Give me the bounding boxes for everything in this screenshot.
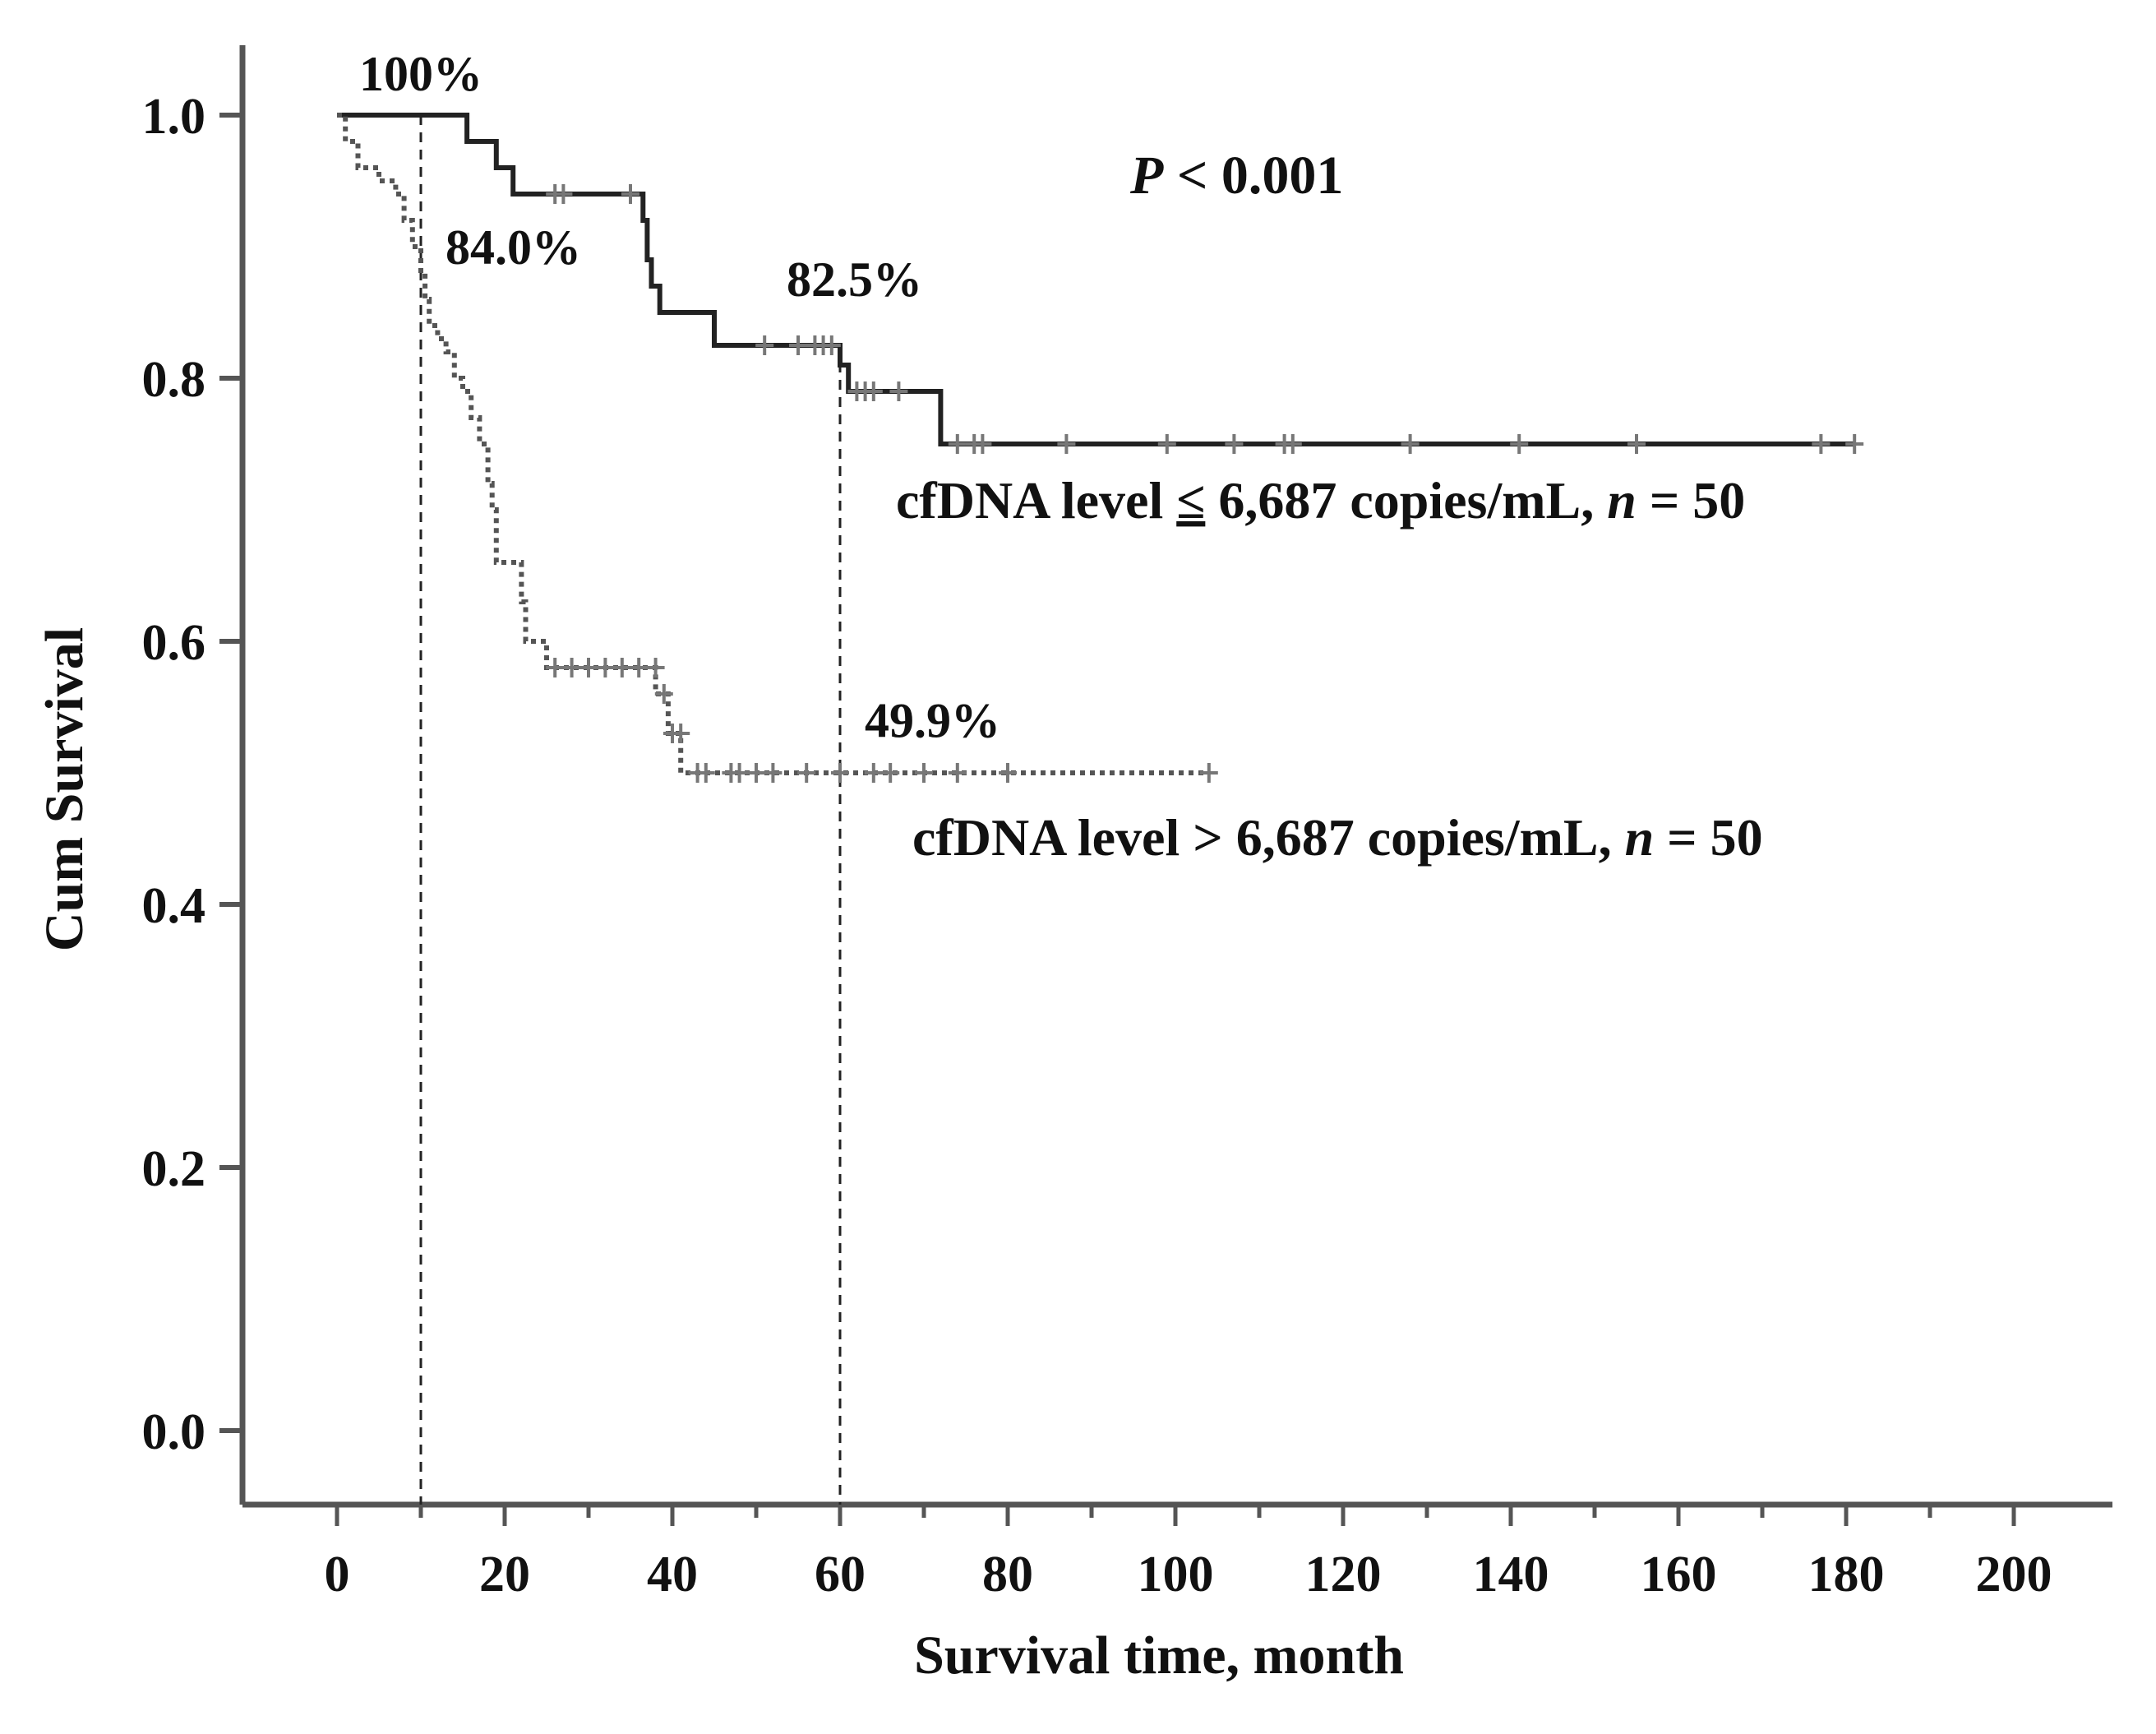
censor-mark (612, 658, 631, 677)
censor-mark (672, 724, 690, 743)
annotations: 100% 84.0% 82.5% 49.9% (359, 47, 1000, 748)
censor-mark (999, 763, 1017, 783)
y-tick-label: 1.0 (142, 89, 206, 145)
censor-mark (747, 763, 765, 783)
x-tick-label: 200 (1976, 1547, 2052, 1602)
censor-mark (1510, 434, 1529, 454)
x-tick-label: 0 (325, 1547, 350, 1602)
censor-mark (889, 381, 908, 401)
y-tick-label: 0.4 (142, 878, 206, 934)
censor-mark (864, 381, 883, 401)
censor-mark (654, 684, 673, 704)
censor-mark (730, 763, 749, 783)
x-tick-label: 20 (479, 1547, 530, 1602)
censor-mark (696, 763, 715, 783)
censor-mark (630, 658, 649, 677)
p-value-label: P < 0.001 (1129, 146, 1343, 206)
censor-mark (1225, 434, 1244, 454)
censor-mark (554, 184, 573, 204)
reference-lines (419, 115, 842, 1505)
x-tick-label: 140 (1473, 1547, 1549, 1602)
x-tick-label: 80 (982, 1547, 1033, 1602)
censor-mark (546, 658, 565, 677)
x-tick-label: 100 (1138, 1547, 1214, 1602)
p-value-symbol: P (1129, 146, 1164, 206)
annotation-49-9pct: 49.9% (865, 694, 1000, 748)
legend-high-cfdna: cfDNA level > 6,687 copies/mL, n = 50 (912, 808, 1763, 867)
survival-curves (337, 113, 1864, 783)
x-tick-label: 160 (1641, 1547, 1717, 1602)
x-tick-label: 40 (647, 1547, 698, 1602)
censor-mark (646, 658, 665, 677)
p-value-text: < 0.001 (1163, 146, 1343, 206)
y-ticks: 0.0 0.2 0.4 0.6 0.8 1.0 (142, 89, 242, 1460)
annotation-82-5pct: 82.5% (787, 252, 922, 307)
censor-mark (822, 335, 841, 355)
y-tick-label: 0.8 (142, 352, 206, 408)
y-tick-label: 0.0 (142, 1404, 206, 1460)
censor-mark (1401, 434, 1420, 454)
censor-mark (797, 763, 816, 783)
censor-mark (1283, 434, 1302, 454)
censor-mark (1812, 434, 1831, 454)
censor-mark (948, 763, 967, 783)
x-ticks: 0 20 40 60 80 100 120 140 160 180 200 (325, 1505, 2052, 1602)
censor-mark (973, 434, 992, 454)
y-tick-label: 0.6 (142, 615, 206, 671)
censor-mark (764, 763, 783, 783)
censor-mark (1845, 434, 1864, 454)
curve-high-cfdna (337, 113, 1209, 775)
y-tick-label: 0.2 (142, 1141, 206, 1197)
x-tick-label: 180 (1808, 1547, 1885, 1602)
censor-mark (915, 763, 933, 783)
x-tick-label: 60 (815, 1547, 866, 1602)
censor-mark (831, 763, 849, 783)
censor-mark (1199, 763, 1218, 783)
censor-mark (881, 763, 900, 783)
censor-mark (1057, 434, 1076, 454)
y-axis-title: Cum Survival (35, 627, 95, 951)
annotation-100pct: 100% (359, 47, 482, 101)
x-axis-title: Survival time, month (914, 1625, 1404, 1685)
censor-mark (562, 658, 581, 677)
censor-mark (621, 184, 639, 204)
curve-low-cfdna (337, 113, 1855, 446)
censor-mark (948, 434, 967, 454)
censor-mark (579, 658, 598, 677)
censor-mark (1627, 434, 1646, 454)
censor-mark (864, 763, 883, 783)
censor-mark (789, 335, 807, 355)
annotation-84-0pct: 84.0% (446, 220, 581, 275)
censor-mark (1157, 434, 1176, 454)
censor-mark (596, 658, 615, 677)
x-tick-label: 120 (1305, 1547, 1382, 1602)
legend-low-cfdna: cfDNA level ≤ 6,687 copies/mL, n = 50 (896, 471, 1745, 529)
censor-mark (755, 335, 774, 355)
